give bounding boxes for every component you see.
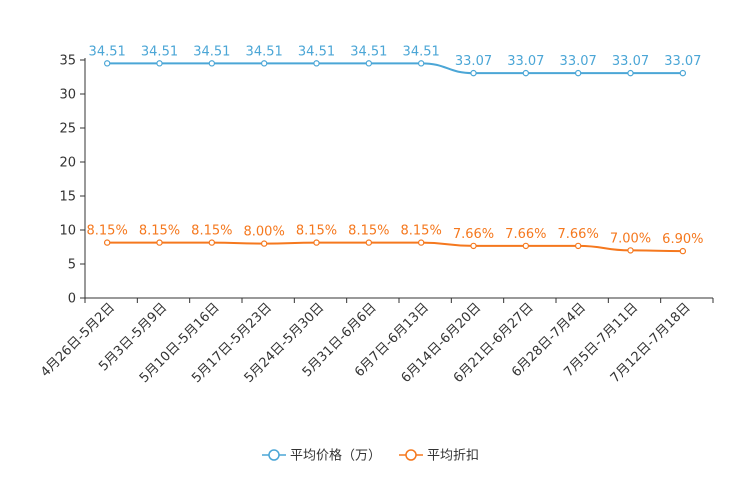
- legend-marker-1: [405, 449, 417, 461]
- series-1-data-label: 8.15%: [401, 224, 442, 239]
- series-1-point[interactable]: [156, 239, 163, 246]
- series-1-data-label: 8.15%: [296, 224, 337, 239]
- y-tick-label: 0: [68, 292, 76, 307]
- series-0-point[interactable]: [627, 69, 634, 77]
- series-layer: [103, 60, 687, 255]
- series-0-point[interactable]: [417, 60, 425, 67]
- series-0-point[interactable]: [208, 60, 216, 67]
- axes: 051015202530354月26日-5月2日5月3日-5月9日5月10日-5…: [38, 54, 714, 386]
- series-1-point[interactable]: [627, 247, 634, 254]
- y-tick-label: 25: [59, 122, 76, 137]
- y-tick-label: 5: [68, 258, 76, 273]
- legend-marker-0: [268, 449, 280, 461]
- series-1-point[interactable]: [679, 247, 687, 255]
- y-tick-label: 20: [59, 156, 76, 171]
- series-0-point[interactable]: [679, 69, 687, 77]
- series-0-point[interactable]: [156, 60, 163, 67]
- y-tick-label: 35: [59, 54, 76, 69]
- series-0-point[interactable]: [103, 60, 111, 67]
- series-1-point[interactable]: [417, 239, 425, 246]
- series-0-data-label: 34.51: [193, 44, 230, 59]
- series-0-data-label: 34.51: [298, 44, 335, 59]
- series-1-data-label: 7.66%: [558, 227, 599, 242]
- series-0-point[interactable]: [470, 69, 477, 77]
- series-0-data-label: 34.51: [350, 44, 387, 59]
- series-1-data-label: 8.00%: [244, 225, 285, 240]
- series-1-data-label: 7.66%: [505, 227, 546, 242]
- series-1-point[interactable]: [574, 242, 582, 250]
- series-0-point[interactable]: [260, 60, 268, 67]
- series-0-data-label: 33.07: [455, 54, 492, 69]
- y-tick-label: 30: [59, 88, 76, 103]
- series-1-point[interactable]: [365, 239, 373, 246]
- series-1-point[interactable]: [103, 239, 111, 246]
- series-0-data-label: 34.51: [403, 44, 440, 59]
- series-line-0: [107, 62, 683, 75]
- series-0-data-label: 34.51: [141, 44, 178, 59]
- series-1-point[interactable]: [470, 242, 477, 250]
- legend[interactable]: 平均价格（万） 平均折扣: [262, 448, 479, 464]
- series-0-data-label: 34.51: [89, 44, 126, 59]
- series-0-point[interactable]: [313, 60, 320, 67]
- series-0-point[interactable]: [574, 69, 582, 77]
- legend-label-1[interactable]: 平均折扣: [427, 449, 479, 464]
- series-0-data-label: 34.51: [246, 44, 283, 59]
- series-0-point[interactable]: [365, 60, 373, 67]
- legend-label-0[interactable]: 平均价格（万）: [290, 448, 381, 464]
- series-0-point[interactable]: [522, 69, 530, 77]
- series-1-point[interactable]: [313, 239, 320, 246]
- series-0-data-label: 33.07: [612, 54, 649, 69]
- y-tick-label: 10: [59, 224, 76, 239]
- series-1-point[interactable]: [260, 240, 268, 247]
- series-1-point[interactable]: [208, 239, 216, 246]
- series-1-data-label: 7.00%: [610, 231, 651, 246]
- series-0-data-label: 33.07: [507, 54, 544, 69]
- series-line-1: [107, 241, 683, 253]
- series-1-data-label: 6.90%: [662, 232, 703, 247]
- y-tick-label: 15: [59, 190, 76, 205]
- series-1-data-label: 8.15%: [191, 224, 232, 239]
- data-labels: 34.51 34.51 34.51 34.51 34.51 34.51 34.51 33.07…: [87, 44, 704, 247]
- series-1-data-label: 8.15%: [348, 224, 389, 239]
- series-0-data-label: 33.07: [560, 54, 597, 69]
- series-1-point[interactable]: [522, 242, 530, 250]
- series-1-data-label: 8.15%: [139, 224, 180, 239]
- series-0-data-label: 33.07: [664, 54, 701, 69]
- series-1-data-label: 8.15%: [87, 224, 128, 239]
- series-1-data-label: 7.66%: [453, 227, 494, 242]
